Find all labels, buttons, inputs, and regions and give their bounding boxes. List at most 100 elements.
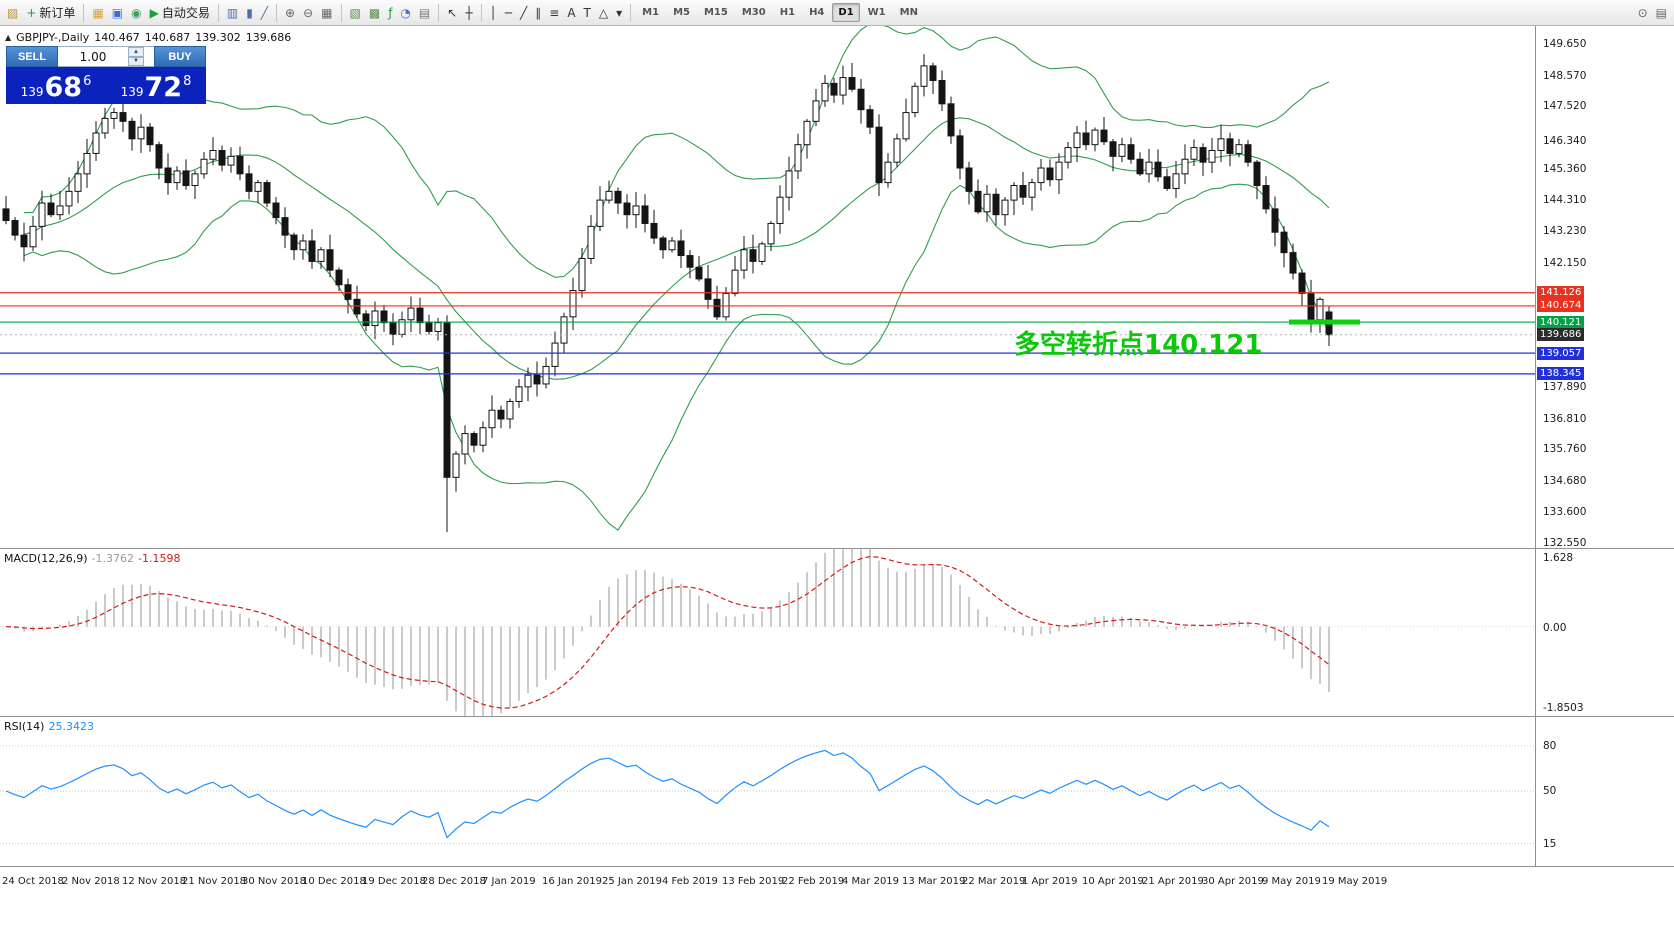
- candle: [1316, 298, 1324, 321]
- auto-trading-button[interactable]: ▶ 自动交易: [147, 2, 213, 24]
- candle: [506, 400, 514, 420]
- candle: [974, 190, 982, 213]
- macd-panel[interactable]: [0, 548, 1535, 716]
- timeframe-h1-button[interactable]: H1: [779, 7, 796, 18]
- candle: [1046, 167, 1054, 181]
- tile-windows-icon: ▦: [321, 5, 333, 20]
- timeframe-mn-button[interactable]: MN: [899, 7, 918, 18]
- date-tick: 13 Feb 2019: [722, 876, 785, 887]
- shapes-icon: △: [598, 5, 609, 20]
- cascade-charts-button[interactable]: ▩: [366, 2, 383, 24]
- candle: [938, 79, 946, 105]
- date-tick: 4 Mar 2019: [842, 876, 900, 887]
- trendline-button[interactable]: ╱: [517, 2, 530, 24]
- candle: [425, 322, 433, 332]
- text-button[interactable]: A: [564, 2, 578, 24]
- zoom-out-button[interactable]: ⊖: [300, 2, 316, 24]
- arrange-charts-button[interactable]: ▧: [347, 2, 364, 24]
- timeframe-m1-button[interactable]: M1: [642, 7, 660, 18]
- timeframe-d1-button[interactable]: D1: [832, 3, 860, 22]
- candle: [1001, 199, 1009, 216]
- candle: [110, 112, 118, 119]
- candle: [434, 322, 442, 332]
- timeframe-w1-button[interactable]: W1: [867, 7, 886, 18]
- macd-panel-separator: [0, 548, 1674, 549]
- timeframe-m30-button[interactable]: M30: [741, 7, 766, 18]
- date-tick: 10 Dec 2018: [302, 876, 366, 887]
- indicators-button[interactable]: ƒ: [385, 2, 395, 24]
- tile-windows-button[interactable]: ▦: [318, 2, 335, 24]
- candle: [1199, 147, 1207, 163]
- candle: [1208, 150, 1216, 163]
- rsi-axis-label: 15: [1543, 837, 1557, 850]
- zoom-in-button[interactable]: ⊕: [282, 2, 298, 24]
- sell-button[interactable]: SELL: [6, 46, 58, 67]
- price-chart[interactable]: [0, 26, 1535, 548]
- channel-button[interactable]: ∥: [532, 2, 544, 24]
- search-icon: ⊙: [1637, 5, 1648, 20]
- time-axis[interactable]: 24 Oct 2018 2 Nov 2018 12 Nov 2018 21 Nov 2…: [0, 866, 1674, 951]
- replay-button[interactable]: ◉: [128, 2, 144, 24]
- crosshair-button[interactable]: ┼: [462, 2, 475, 24]
- timeframe-m5-button[interactable]: M5: [673, 7, 690, 18]
- candle: [281, 217, 289, 236]
- open-value: 140.467: [94, 31, 140, 44]
- buy-price-sup: 8: [183, 74, 192, 89]
- timeframe-m15-button[interactable]: M15: [703, 7, 728, 18]
- horizontal-line-icon: ─: [504, 5, 513, 20]
- text-icon: A: [567, 5, 576, 20]
- charts-toggle-button[interactable]: ▨: [4, 2, 21, 24]
- fibonacci-button[interactable]: ≡: [546, 2, 562, 24]
- price-tick: 132.550: [1543, 536, 1587, 549]
- buy-button[interactable]: BUY: [154, 46, 206, 67]
- line-chart-button[interactable]: ╱: [258, 2, 271, 24]
- candle: [29, 225, 37, 248]
- templates-button[interactable]: ▤: [416, 2, 433, 24]
- candle: [848, 77, 856, 90]
- new-order-button-label: 新订单: [39, 6, 76, 20]
- buy-price-display[interactable]: 139 72 8: [106, 67, 206, 104]
- candle: [65, 190, 73, 207]
- search-button[interactable]: ⊙: [1635, 2, 1651, 24]
- rsi-panel[interactable]: [0, 716, 1535, 866]
- timeframe-h4-button[interactable]: H4: [809, 7, 825, 18]
- candle: [353, 298, 361, 315]
- periods-button[interactable]: ◔: [397, 2, 413, 24]
- candle: [623, 202, 631, 216]
- horizontal-line-button[interactable]: ─: [502, 2, 515, 24]
- candlestick-chart-button[interactable]: ▮: [243, 2, 256, 24]
- candle: [578, 257, 586, 292]
- candle: [344, 284, 352, 300]
- toolbar-separator: [217, 3, 219, 22]
- candle: [47, 202, 55, 216]
- candle: [686, 255, 694, 268]
- top-toolbar: ▨ + 新订单 ▦ ▣ ◉ ▶ 自动交易 ▥ ▮ ╱ ⊕ ⊖ ▦ ▧ ▩ ƒ ◔ ▤ ↖ ┼ │ ─ ╱ ∥ ≡ A T △ ▾ M1 M5…: [0, 0, 1674, 26]
- toolbar-separator: [438, 3, 440, 22]
- toolbar-separator: [276, 3, 278, 22]
- candle: [1181, 158, 1189, 175]
- volume-decrease-button[interactable]: ▼: [128, 56, 144, 66]
- trade-panel-collapse-icon[interactable]: ▲: [5, 33, 12, 42]
- shapes-button[interactable]: △: [596, 2, 611, 24]
- price-axis[interactable]: 149.650 148.570 147.520 146.340 145.360 144.3…: [1535, 26, 1674, 866]
- profile-button[interactable]: ▣: [109, 2, 126, 24]
- sell-price-display[interactable]: 139 68 6: [6, 67, 106, 104]
- level-price-label: 140.121: [1537, 315, 1585, 329]
- zoom-out-icon: ⊖: [303, 5, 314, 20]
- vertical-line-button[interactable]: │: [487, 2, 500, 24]
- candle: [2, 208, 10, 222]
- candle: [101, 117, 109, 134]
- bar-chart-button[interactable]: ▥: [224, 2, 241, 24]
- volume-input[interactable]: [58, 47, 128, 66]
- candle: [560, 316, 568, 344]
- window-menu-button[interactable]: ▤: [1653, 2, 1670, 24]
- arrows-dropdown-button[interactable]: ▾: [613, 2, 625, 24]
- volume-increase-button[interactable]: ▲: [128, 47, 144, 57]
- cursor-button[interactable]: ↖: [444, 2, 460, 24]
- rsi-panel-separator: [0, 716, 1674, 717]
- new-order-button[interactable]: + 新订单: [23, 2, 78, 24]
- candle: [650, 222, 658, 239]
- candle: [1280, 231, 1288, 254]
- chart-wizard-button[interactable]: ▦: [89, 2, 106, 24]
- label-button[interactable]: T: [581, 2, 594, 24]
